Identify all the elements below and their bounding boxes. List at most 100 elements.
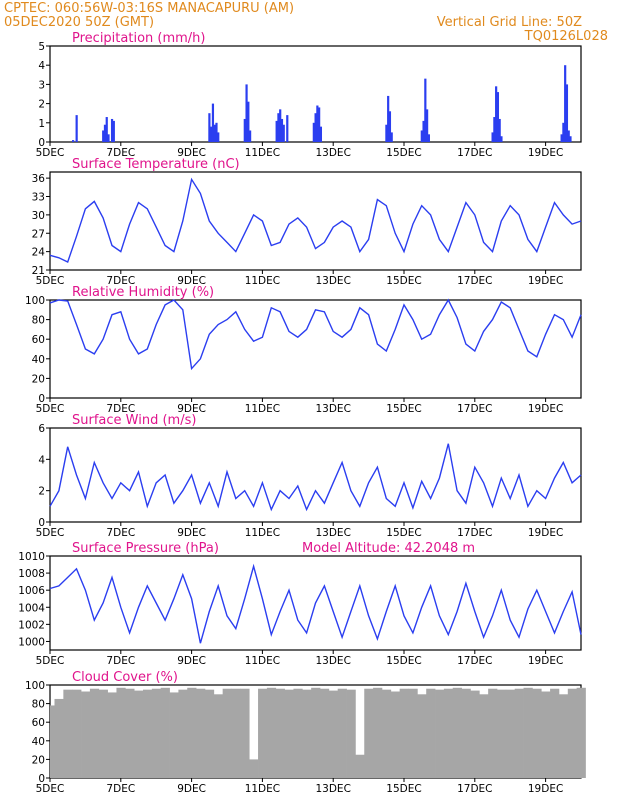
cloud-bar — [178, 689, 188, 778]
cloud-bar — [293, 688, 303, 778]
cloud-bar — [479, 694, 489, 778]
wind-xtick-label: 19DEC — [528, 527, 563, 539]
precip-bar — [318, 107, 321, 142]
pressure-ytick-label: 1004 — [18, 602, 45, 614]
cloud-bar — [142, 689, 153, 778]
wind-title: Surface Wind (m/s) — [72, 413, 196, 428]
precip-bar — [286, 115, 289, 142]
cloud-ytick-label: 60 — [32, 717, 45, 729]
cloud-bar — [390, 691, 401, 778]
humidity-xtick-label: 13DEC — [315, 403, 350, 415]
wind-ytick-label: 6 — [38, 423, 45, 435]
humidity-xtick-label: 19DEC — [528, 403, 563, 415]
cloud-bar — [266, 687, 277, 778]
cloud-xtick-label: 19DEC — [528, 783, 563, 795]
wind-panel: 0 2 4 6 5DEC 7DEC 9DEC 11DEC 13DEC 15DEC 17DEC 19DE… — [36, 413, 582, 539]
precip-bar — [420, 130, 423, 142]
cloud-bar — [496, 689, 507, 778]
cloud-bar — [532, 688, 542, 778]
temperature-ytick-label: 27 — [32, 228, 45, 240]
precip-bar — [247, 101, 250, 142]
precip-bar — [210, 126, 213, 142]
cloud-bar — [319, 688, 330, 778]
cloud-bar — [550, 688, 560, 778]
precip-bar — [427, 134, 430, 142]
cloud-xtick-label: 7DEC — [106, 783, 135, 795]
pressure-xtick-label: 19DEC — [528, 655, 563, 667]
precip-xtick-label: 9DEC — [177, 147, 206, 159]
precip-ytick-label: 3 — [38, 79, 45, 91]
precip-ytick-label: 1 — [38, 118, 45, 130]
cloud-bar — [222, 688, 232, 778]
temperature-xtick-label: 13DEC — [315, 275, 350, 287]
temperature-panel: 21 24 27 30 33 36 5DEC 7DEC 9DEC 11DEC 13DEC 15DEC 1… — [32, 157, 582, 287]
pressure-xtick-label: 17DEC — [457, 655, 492, 667]
cloud-bar — [488, 688, 498, 778]
precip-bar — [569, 136, 572, 142]
temperature-title: Surface Temperature (nC) — [72, 157, 240, 172]
wind-ytick-label: 4 — [38, 454, 45, 466]
temperature-ytick-label: 21 — [32, 265, 45, 277]
precip-bar — [217, 132, 220, 142]
precip-bar — [211, 103, 215, 142]
cloud-bar — [346, 689, 356, 778]
precip-panel: 0 1 2 3 4 5 5DEC 7DEC 9DEC 11DEC 13DEC 15DEC 17DEC 19… — [36, 31, 582, 159]
grid-line-label: Vertical Grid Line: 50Z — [436, 15, 582, 30]
humidity-ytick-label: 40 — [32, 354, 45, 366]
wind-xtick-label: 13DEC — [315, 527, 350, 539]
cloud-bar — [470, 690, 480, 778]
precip-xtick-label: 17DEC — [457, 147, 492, 159]
pressure-xtick-label: 15DEC — [386, 655, 421, 667]
pressure-xtick-label: 9DEC — [177, 655, 206, 667]
precip-bar — [213, 124, 216, 142]
cloud-bar — [134, 690, 144, 778]
temperature-xtick-label: 11DEC — [245, 275, 280, 287]
pressure-xtick-label: 11DEC — [245, 655, 280, 667]
precip-title: Precipitation (mm/h) — [72, 31, 205, 46]
station-label: CPTEC: 060:56W-03:16S MANACAPURU (AM) — [4, 1, 295, 16]
humidity-xtick-label: 9DEC — [177, 403, 206, 415]
cloud-bar — [523, 687, 533, 778]
precip-xtick-label: 19DEC — [528, 147, 563, 159]
cloud-bar — [258, 688, 268, 778]
cloud-bar — [576, 687, 586, 778]
cloud-bar — [54, 698, 64, 778]
cloud-bar — [514, 688, 524, 778]
cloud-bar — [240, 688, 250, 778]
cloud-bar — [558, 694, 569, 778]
pressure-xtick-label: 5DEC — [36, 655, 65, 667]
precip-bar — [495, 86, 498, 142]
chart-header: CPTEC: 060:56W-03:16S MANACAPURU (AM) 05… — [0, 0, 618, 48]
humidity-frame — [49, 299, 582, 399]
wind-frame — [49, 427, 582, 523]
humidity-xtick-label: 15DEC — [386, 403, 421, 415]
precip-ytick-label: 2 — [38, 99, 45, 111]
precip-bar — [275, 120, 278, 142]
cloud-xtick-label: 17DEC — [457, 783, 492, 795]
pressure-ytick-label: 1008 — [18, 568, 45, 580]
cloud-ytick-label: 20 — [32, 754, 45, 766]
precip-bar — [282, 124, 285, 142]
precip-bar — [500, 136, 503, 142]
temperature-xtick-label: 5DEC — [36, 275, 65, 287]
wind-xtick-label: 9DEC — [177, 527, 206, 539]
precip-bar — [75, 115, 78, 142]
precip-bar — [388, 111, 392, 142]
temperature-ytick-label: 36 — [32, 173, 46, 185]
precip-xtick-label: 13DEC — [315, 147, 350, 159]
temperature-xtick-label: 9DEC — [177, 275, 206, 287]
cloud-bar — [364, 688, 374, 778]
precip-bar — [208, 113, 211, 142]
cloud-bar — [204, 689, 215, 778]
precip-bar — [277, 113, 280, 142]
pressure-ytick-label: 1000 — [18, 636, 45, 648]
cloud-bar — [151, 688, 162, 778]
precip-bar — [112, 120, 115, 142]
cloud-bar — [328, 690, 339, 778]
temperature-ytick-label: 33 — [32, 192, 45, 204]
precip-bar — [249, 130, 252, 142]
precip-bar — [565, 84, 569, 142]
cloud-title: Cloud Cover (%) — [72, 670, 178, 685]
temperature-xtick-label: 7DEC — [106, 275, 135, 287]
